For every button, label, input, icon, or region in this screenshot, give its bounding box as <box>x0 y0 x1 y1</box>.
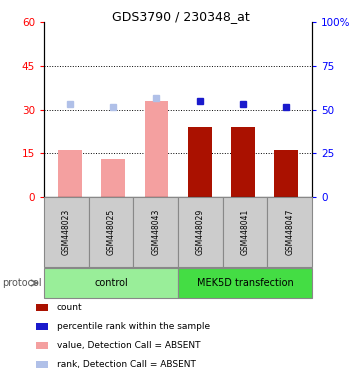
Text: GSM448041: GSM448041 <box>240 209 249 255</box>
Text: GSM448047: GSM448047 <box>285 209 294 255</box>
Bar <box>188 127 212 197</box>
Text: MEK5D transfection: MEK5D transfection <box>197 278 293 288</box>
Bar <box>274 150 298 197</box>
Bar <box>144 101 168 197</box>
Text: GSM448043: GSM448043 <box>151 209 160 255</box>
Text: value, Detection Call = ABSENT: value, Detection Call = ABSENT <box>57 341 200 350</box>
Text: protocol: protocol <box>2 278 42 288</box>
Text: GSM448025: GSM448025 <box>106 209 116 255</box>
Bar <box>231 127 255 197</box>
Bar <box>58 150 82 197</box>
Bar <box>101 159 125 197</box>
Text: count: count <box>57 303 82 312</box>
Text: control: control <box>94 278 128 288</box>
Text: rank, Detection Call = ABSENT: rank, Detection Call = ABSENT <box>57 360 196 369</box>
Text: GSM448023: GSM448023 <box>62 209 71 255</box>
Text: GDS3790 / 230348_at: GDS3790 / 230348_at <box>112 10 249 23</box>
Text: percentile rank within the sample: percentile rank within the sample <box>57 322 210 331</box>
Text: GSM448029: GSM448029 <box>196 209 205 255</box>
